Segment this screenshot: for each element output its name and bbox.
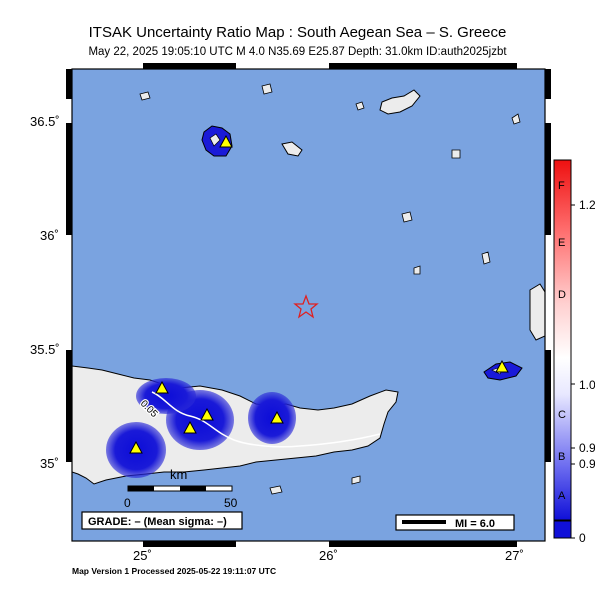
island-karpathos-edge — [529, 283, 545, 341]
island-ios-area — [281, 141, 303, 157]
map-subtitle: May 22, 2025 19:05:10 UTC M 4.0 N35.69 E… — [88, 46, 507, 58]
colorbar: F E D C B A 1.2 1.0 0.9 0.9 0 — [553, 159, 595, 545]
scalebar-start: 0 — [124, 496, 131, 510]
uncertainty-contour — [151, 391, 381, 448]
station-triangle-icon — [495, 359, 509, 373]
island-small-5 — [451, 149, 461, 159]
lon-tick-27: 27˚ — [505, 548, 524, 563]
colorbar-value-0-9b: 0.9 — [579, 457, 595, 471]
santorini-island — [201, 125, 233, 157]
island-small-8 — [511, 113, 521, 125]
processing-footer: Map Version 1 Processed 2025-05-22 19:11… — [72, 566, 277, 576]
mi-legend-text: MI = 6.0 — [455, 518, 495, 530]
scalebar: km 0 50 — [124, 467, 238, 510]
station-triangle-icon — [219, 134, 233, 148]
lat-tick-36: 36˚ — [40, 228, 59, 243]
stations — [129, 134, 509, 454]
star-icon — [293, 294, 319, 319]
island-small-2 — [261, 83, 273, 95]
lon-tick-26: 26˚ — [319, 548, 338, 563]
island-small-4 — [401, 211, 413, 223]
station-triangle-icon — [129, 440, 143, 454]
station-triangle-icon — [155, 380, 169, 394]
map-title: ITSAK Uncertainty Ratio Map : South Aege… — [88, 24, 507, 41]
high-uncertainty-zones — [106, 378, 296, 478]
grade-text: GRADE: – (Mean sigma: –) — [88, 516, 227, 528]
lat-tick-35-5: 35.5˚ — [30, 342, 60, 357]
station-triangle-icon — [200, 407, 214, 421]
grade-box: GRADE: – (Mean sigma: –) — [81, 511, 243, 530]
colorbar-value-1-0: 1.0 — [579, 378, 595, 392]
colorbar-letter-e: E — [558, 237, 565, 249]
island-small-1 — [355, 101, 365, 111]
colorbar-value-0: 0 — [579, 531, 586, 545]
lat-tick-35: 35˚ — [40, 456, 59, 471]
mi-legend: MI = 6.0 — [395, 514, 515, 531]
island-naxos-area — [379, 89, 421, 115]
colorbar-letter-d: D — [558, 289, 566, 301]
colorbar-letter-a: A — [558, 490, 566, 502]
colorbar-letter-c: C — [558, 409, 566, 421]
island-small-3 — [139, 91, 151, 101]
colorbar-letter-f: F — [558, 180, 565, 192]
colorbar-value-1-2: 1.2 — [579, 198, 595, 212]
island-small-7 — [269, 485, 283, 495]
scalebar-unit: km — [170, 467, 187, 482]
colorbar-value-0-9a: 0.9 — [579, 441, 595, 455]
scalebar-end: 50 — [224, 496, 238, 510]
map-frame-ticks — [66, 63, 551, 547]
lat-tick-36-5: 36.5˚ — [30, 114, 60, 129]
island-small-10 — [351, 475, 361, 485]
lon-tick-25: 25˚ — [133, 548, 152, 563]
colorbar-letter-b: B — [558, 451, 565, 463]
station-triangle-icon — [270, 410, 284, 424]
island-small-6 — [481, 251, 491, 265]
station-triangle-icon — [183, 420, 197, 434]
island-small-9 — [413, 265, 421, 275]
map-frame — [71, 68, 546, 542]
